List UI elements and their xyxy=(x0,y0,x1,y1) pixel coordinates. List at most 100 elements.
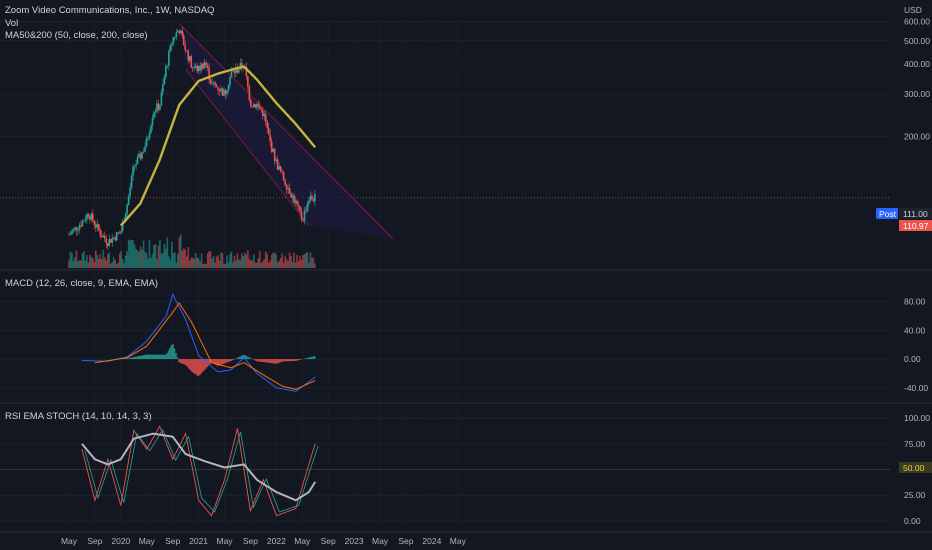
volume-bar xyxy=(165,248,167,268)
macd-histogram-bar xyxy=(203,359,206,371)
candle-body xyxy=(297,204,300,207)
candle-body xyxy=(227,85,230,91)
candle-body xyxy=(306,203,309,212)
volume-bar xyxy=(176,253,179,268)
candle-body xyxy=(203,62,206,68)
candle-body xyxy=(178,31,181,34)
price-tick-label: 300.00 xyxy=(904,89,930,99)
macd-histogram-bar xyxy=(313,356,316,360)
volume-bar xyxy=(293,252,295,268)
macd-histogram-bar xyxy=(187,359,189,368)
candle-body xyxy=(136,157,139,164)
volume-bar xyxy=(74,257,76,268)
candle-body xyxy=(132,166,134,176)
volume-bar xyxy=(275,254,277,268)
candle-body xyxy=(99,229,102,236)
candle-body xyxy=(77,229,79,231)
volume-bar xyxy=(199,261,201,268)
macd-histogram-bar xyxy=(219,359,222,365)
macd-histogram-bar xyxy=(255,359,258,362)
volume-bar xyxy=(287,260,289,268)
candle-body xyxy=(303,210,306,221)
volume-bar xyxy=(129,240,131,268)
rsi-pane xyxy=(0,425,890,517)
candle-body xyxy=(269,134,272,142)
volume-bar xyxy=(300,259,303,268)
macd-histogram-bar xyxy=(140,355,143,360)
volume-bar xyxy=(223,263,225,268)
volume-bar xyxy=(185,256,188,268)
volume-bar xyxy=(69,251,72,268)
volume-bar xyxy=(214,262,216,268)
volume-bar xyxy=(254,262,257,268)
macd-histogram-bar xyxy=(309,357,311,360)
macd-histogram-bar xyxy=(196,359,198,376)
macd-histogram-bar xyxy=(169,347,171,360)
candle-body xyxy=(260,108,263,111)
candle-body xyxy=(211,82,213,84)
candle-body xyxy=(176,31,179,33)
candle-body xyxy=(105,238,108,244)
macd-histogram-bar xyxy=(270,359,273,364)
candle-body xyxy=(199,65,201,71)
candle-body xyxy=(154,111,157,113)
volume-bar xyxy=(303,254,306,268)
candle-body xyxy=(281,171,283,173)
candle-body xyxy=(309,195,312,201)
candle-body xyxy=(235,67,237,74)
candle-body xyxy=(232,70,234,72)
volume-bar xyxy=(247,250,249,268)
volume-bar xyxy=(290,255,292,268)
macd-histogram-bar xyxy=(263,359,265,363)
volume-bar xyxy=(178,237,181,268)
candle-body xyxy=(181,30,184,36)
volume-bar xyxy=(308,262,310,268)
post-tag-label: Post xyxy=(879,209,897,219)
volume-bar xyxy=(291,261,294,268)
candle-body xyxy=(81,220,84,227)
candle-body xyxy=(166,65,169,67)
candle-body xyxy=(218,89,221,92)
rsi-tick-label: 75.00 xyxy=(904,439,926,449)
volume-bar xyxy=(78,260,81,268)
macd-histogram-bar xyxy=(209,359,212,364)
volume-bar xyxy=(253,254,255,268)
volume-bar xyxy=(145,252,148,268)
volume-bar xyxy=(100,258,103,268)
volume-bar xyxy=(238,259,240,268)
macd-histogram-bar xyxy=(278,359,280,363)
volume-bar xyxy=(120,250,122,268)
macd-histogram-bar xyxy=(230,359,232,361)
macd-histogram-bar xyxy=(124,358,127,360)
candle-body xyxy=(253,104,255,107)
volume-bar xyxy=(202,263,204,268)
time-tick-label: 2023 xyxy=(345,536,364,546)
volume-bar xyxy=(86,254,88,268)
candle-body xyxy=(109,239,112,243)
candle-body xyxy=(194,65,197,68)
volume-bar xyxy=(123,263,125,268)
time-tick-label: Sep xyxy=(243,536,258,546)
candle-body xyxy=(106,243,109,246)
macd-histogram-bar xyxy=(145,354,147,360)
candle-body xyxy=(124,213,127,222)
macd-histogram-bar xyxy=(163,354,165,360)
candle-body xyxy=(133,165,136,167)
macd-histogram-bar xyxy=(237,357,240,360)
rsi-title: RSI EMA STOCH (14, 10, 14, 3, 3) xyxy=(5,411,152,422)
volume-bar xyxy=(251,260,254,268)
candle-body xyxy=(208,67,210,80)
volume-bar xyxy=(179,234,182,268)
candle-body xyxy=(151,118,154,126)
volume-bar xyxy=(233,255,236,268)
volume-bar xyxy=(111,261,114,268)
time-tick-label: Sep xyxy=(87,536,102,546)
macd-histogram-bar xyxy=(281,359,283,362)
candle-body xyxy=(190,56,193,68)
candle-body xyxy=(87,214,90,217)
macd-histogram-bar xyxy=(295,359,298,361)
volume-bar xyxy=(144,251,146,268)
candle-body xyxy=(275,159,277,161)
macd-tick-label: -40.00 xyxy=(904,383,928,393)
